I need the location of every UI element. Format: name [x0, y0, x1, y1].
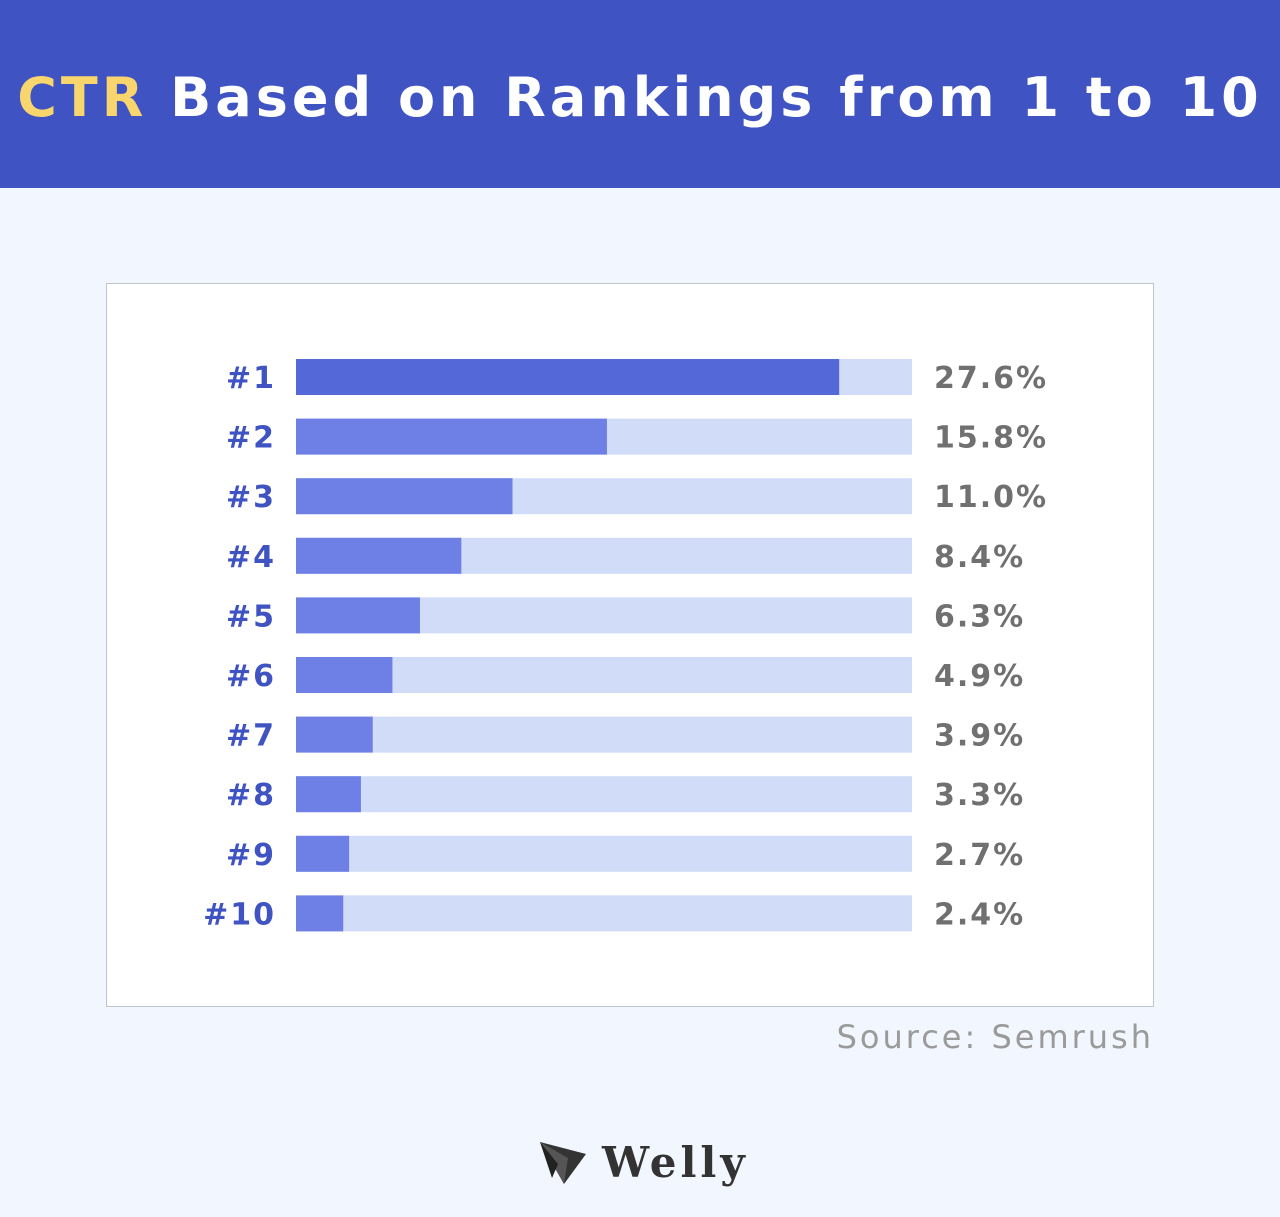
bar-row: #5 6.3%: [226, 597, 1025, 634]
title-accent: CTR: [17, 65, 148, 129]
value-label: 4.9%: [934, 659, 1025, 694]
rank-label: #3: [226, 480, 276, 515]
rank-label: #1: [226, 361, 276, 396]
bar: [296, 657, 393, 693]
page-title: CTR Based on Rankings from 1 to 10: [17, 60, 1262, 129]
rank-label: #8: [226, 778, 276, 813]
rank-label: #5: [226, 599, 276, 634]
value-label: 6.3%: [934, 599, 1025, 634]
bar-track: [296, 716, 912, 753]
bar: [296, 895, 344, 932]
bar-row: #9 2.7%: [226, 835, 1025, 873]
bar-row: #7 3.9%: [226, 716, 1025, 754]
paper-plane-icon: [540, 1142, 586, 1184]
rank-label: #9: [226, 838, 276, 873]
bar-track: [296, 835, 912, 872]
bar-row: #4 8.4%: [226, 537, 1025, 575]
source-note: Source: Semrush: [836, 1018, 1154, 1056]
logo-text: Welly: [602, 1137, 749, 1187]
chart-card: #1 27.6% #2 15.8% #3 11.0% #4 8.4% #5 6.3% #6 4.9% #…: [106, 283, 1154, 1007]
rank-label: #4: [226, 540, 276, 575]
bar-row: #1 27.6%: [226, 359, 1048, 396]
value-label: 15.8%: [934, 421, 1048, 456]
rank-label: #10: [203, 897, 276, 932]
bar: [296, 359, 840, 395]
title-rest: Based on Rankings from 1 to 10: [170, 65, 1263, 129]
value-label: 3.9%: [934, 719, 1025, 754]
value-label: 2.7%: [934, 838, 1025, 873]
value-label: 27.6%: [934, 361, 1048, 396]
value-label: 8.4%: [934, 540, 1025, 575]
bar: [296, 776, 361, 813]
rank-label: #2: [226, 421, 276, 456]
value-label: 11.0%: [934, 480, 1048, 515]
value-label: 2.4%: [934, 897, 1025, 932]
header-banner: CTR Based on Rankings from 1 to 10: [0, 0, 1280, 188]
bar-track: [296, 657, 912, 693]
bar-track: [296, 895, 912, 932]
bar: [296, 597, 420, 634]
bar: [296, 537, 462, 574]
bar: [296, 716, 373, 753]
bar-row: #3 11.0%: [226, 478, 1048, 515]
bar: [296, 835, 350, 872]
bar-track: [296, 776, 912, 813]
rank-label: #6: [226, 659, 276, 694]
value-label: 3.3%: [934, 778, 1025, 813]
bar-chart: #1 27.6%#2 15.8%#3 11.0%#4 8.4%#5 6.3%#6 4.9%#…: [203, 359, 1048, 932]
bar-row: #8 3.3%: [226, 776, 1025, 813]
bar-row: #6 4.9%: [226, 657, 1025, 694]
logo: Welly: [538, 1134, 749, 1190]
bar: [296, 418, 607, 455]
bar-row: #2 15.8%: [226, 418, 1048, 456]
bar-row: #10 2.4%: [203, 895, 1025, 932]
rank-label: #7: [226, 719, 276, 754]
bar: [296, 478, 513, 515]
